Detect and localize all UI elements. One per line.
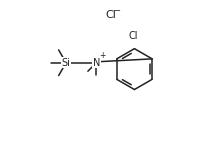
Text: Cl: Cl [128, 31, 138, 41]
Text: −: − [113, 6, 120, 15]
Text: +: + [100, 51, 106, 60]
Text: N: N [93, 58, 100, 68]
Text: Cl: Cl [106, 10, 117, 20]
Text: Si: Si [62, 58, 71, 68]
